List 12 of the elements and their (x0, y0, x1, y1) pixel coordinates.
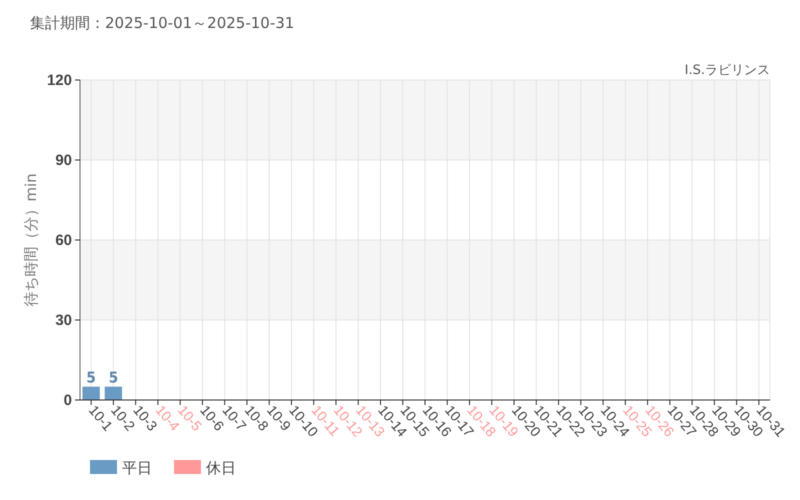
legend-label: 休日 (206, 459, 236, 477)
y-tick-label: 90 (55, 152, 72, 169)
y-tick-label: 30 (55, 312, 72, 329)
y-tick-label: 0 (64, 392, 72, 409)
legend-label: 平日 (122, 459, 152, 477)
y-axis-title: 待ち時間（分）min (22, 173, 40, 307)
y-tick-label: 60 (55, 232, 72, 249)
chart-title: 集計期間：2025-10-01～2025-10-31 (30, 14, 294, 32)
chart-subtitle: I.S.ラビリンス (684, 63, 770, 78)
data-label: 5 (108, 368, 118, 387)
data-label: 5 (86, 368, 96, 387)
y-tick-label: 120 (46, 72, 72, 89)
